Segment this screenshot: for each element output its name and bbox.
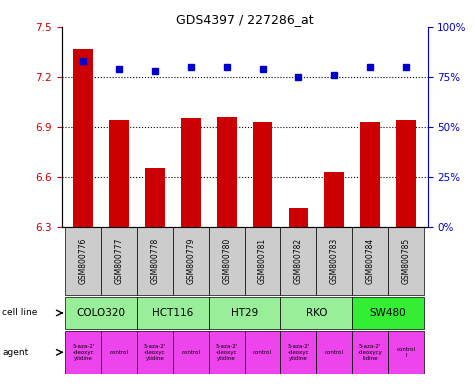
Bar [280,331,316,374]
Bar [388,227,424,295]
Bar [388,331,424,374]
Title: GDS4397 / 227286_at: GDS4397 / 227286_at [176,13,314,26]
Text: GSM800784: GSM800784 [366,238,375,284]
Bar [253,122,273,227]
Text: GSM800777: GSM800777 [114,238,124,284]
Bar [396,120,416,227]
Text: HCT116: HCT116 [152,308,193,318]
Bar [66,331,101,374]
Text: GSM800776: GSM800776 [79,238,88,284]
Text: agent: agent [2,348,28,357]
Bar [101,227,137,295]
Bar [316,331,352,374]
Bar [360,122,380,227]
Text: cell line: cell line [2,308,38,318]
Bar [145,168,165,227]
Bar [352,227,388,295]
Text: COLO320: COLO320 [76,308,126,318]
Text: control: control [253,350,272,355]
Bar [209,297,280,329]
Text: 5-aza-2'
-deoxyc
ytidine: 5-aza-2' -deoxyc ytidine [144,344,166,361]
Bar [173,227,209,295]
Text: GSM800780: GSM800780 [222,238,231,284]
Bar [288,208,308,227]
Bar [324,172,344,227]
Bar [109,120,129,227]
Bar [209,227,245,295]
Bar [137,297,209,329]
Bar [280,297,352,329]
Bar [352,331,388,374]
Bar [245,227,280,295]
Text: control: control [325,350,344,355]
Text: control
l: control l [397,347,416,358]
Bar [352,297,424,329]
Bar [316,227,352,295]
Text: GSM800778: GSM800778 [151,238,160,284]
Text: GSM800782: GSM800782 [294,238,303,284]
Bar [137,331,173,374]
Bar [66,227,101,295]
Text: 5-aza-2'
-deoxycy
tidine: 5-aza-2' -deoxycy tidine [358,344,382,361]
Bar [137,227,173,295]
Text: 5-aza-2'
-deoxyc
ytidine: 5-aza-2' -deoxyc ytidine [287,344,310,361]
Text: control: control [181,350,200,355]
Text: HT29: HT29 [231,308,258,318]
Bar [181,118,201,227]
Text: GSM800779: GSM800779 [186,238,195,284]
Text: GSM800783: GSM800783 [330,238,339,284]
Bar [101,331,137,374]
Text: GSM800785: GSM800785 [401,238,410,284]
Bar [280,227,316,295]
Bar [217,117,237,227]
Text: 5-aza-2'
-deoxyc
ytidine: 5-aza-2' -deoxyc ytidine [216,344,238,361]
Text: 5-aza-2'
-deoxyc
ytidine: 5-aza-2' -deoxyc ytidine [72,344,95,361]
Text: SW480: SW480 [370,308,407,318]
Bar [74,48,93,227]
Text: control: control [110,350,129,355]
Text: GSM800781: GSM800781 [258,238,267,284]
Bar [66,297,137,329]
Text: RKO: RKO [305,308,327,318]
Bar [209,331,245,374]
Bar [173,331,209,374]
Bar [245,331,280,374]
